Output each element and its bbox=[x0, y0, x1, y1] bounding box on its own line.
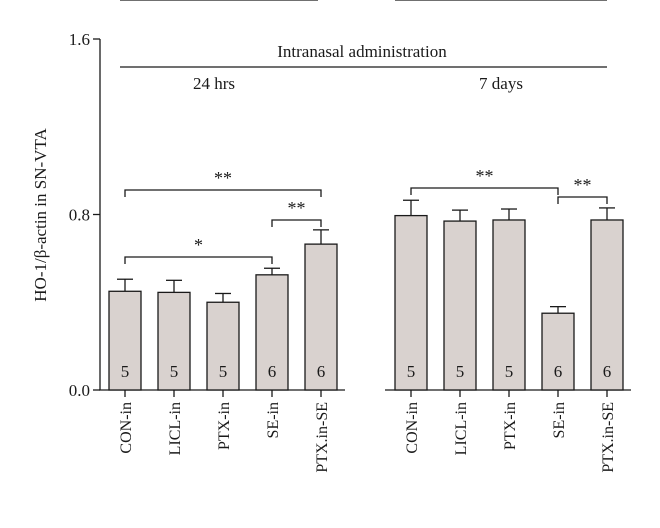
y-tick-label: 1.6 bbox=[69, 30, 90, 49]
bar-n-label: 6 bbox=[554, 362, 563, 381]
significance-label: ** bbox=[214, 168, 232, 188]
bar bbox=[541, 312, 575, 391]
significance-brackets: ******* ** bbox=[124, 166, 608, 264]
significance-bracket bbox=[124, 256, 273, 264]
x-tick-label: LICL-in bbox=[167, 402, 184, 455]
x-tick-label: CON-in bbox=[404, 402, 421, 454]
bar-n-label: 5 bbox=[456, 362, 465, 381]
bar-groups: 24 hrs 7 days bbox=[120, 0, 607, 93]
x-tick-label: PTX.in-SE bbox=[600, 402, 617, 473]
significance-bracket bbox=[271, 219, 322, 227]
bar-n-label: 5 bbox=[505, 362, 514, 381]
y-axis-title: HO-1/β-actin in SN-VTA bbox=[31, 128, 50, 302]
bar-n-label: 5 bbox=[219, 362, 228, 381]
x-tick-label: LICL-in bbox=[453, 402, 470, 455]
bar bbox=[492, 219, 526, 391]
x-tick-label: SE-in bbox=[265, 402, 282, 438]
x-tick-label: CON-in bbox=[118, 402, 135, 454]
x-tick-label: PTX-in bbox=[216, 402, 233, 450]
bar bbox=[255, 274, 289, 391]
group-label: 7 days bbox=[479, 74, 523, 93]
bar-n-label: 5 bbox=[170, 362, 179, 381]
y-tick-label: 0.0 bbox=[69, 381, 90, 400]
bar bbox=[394, 214, 428, 391]
significance-label: ** bbox=[476, 166, 494, 186]
significance-bracket bbox=[557, 196, 608, 204]
significance-label: * bbox=[194, 235, 203, 255]
bar-n-label: 5 bbox=[121, 362, 130, 381]
bar bbox=[108, 290, 142, 391]
x-tick-label: PTX.in-SE bbox=[314, 402, 331, 473]
bar-n-label: 6 bbox=[268, 362, 277, 381]
x-tick-label: PTX-in bbox=[502, 402, 519, 450]
significance-label: ** bbox=[574, 175, 592, 195]
bar-n-label: 6 bbox=[317, 362, 326, 381]
group-label: 24 hrs bbox=[193, 74, 235, 93]
y-axis: 0.0 0.8 1.6 bbox=[69, 30, 101, 400]
x-tick-label: SE-in bbox=[551, 402, 568, 438]
significance-label: ** bbox=[288, 198, 306, 218]
significance-bracket bbox=[124, 189, 322, 197]
bar bbox=[443, 220, 477, 391]
y-tick-label: 0.8 bbox=[69, 206, 90, 225]
bar-n-label: 5 bbox=[407, 362, 416, 381]
header-label: Intranasal administration bbox=[277, 42, 447, 61]
significance-bracket bbox=[410, 187, 559, 195]
chart-header: Intranasal administration bbox=[120, 42, 607, 68]
bars: 5 CON-in 5 LICL-in 5 PTX-in 6 SE-in 6 PTX.in-SE 5 C… bbox=[99, 199, 631, 473]
bar-n-label: 6 bbox=[603, 362, 612, 381]
bar bbox=[590, 219, 624, 391]
